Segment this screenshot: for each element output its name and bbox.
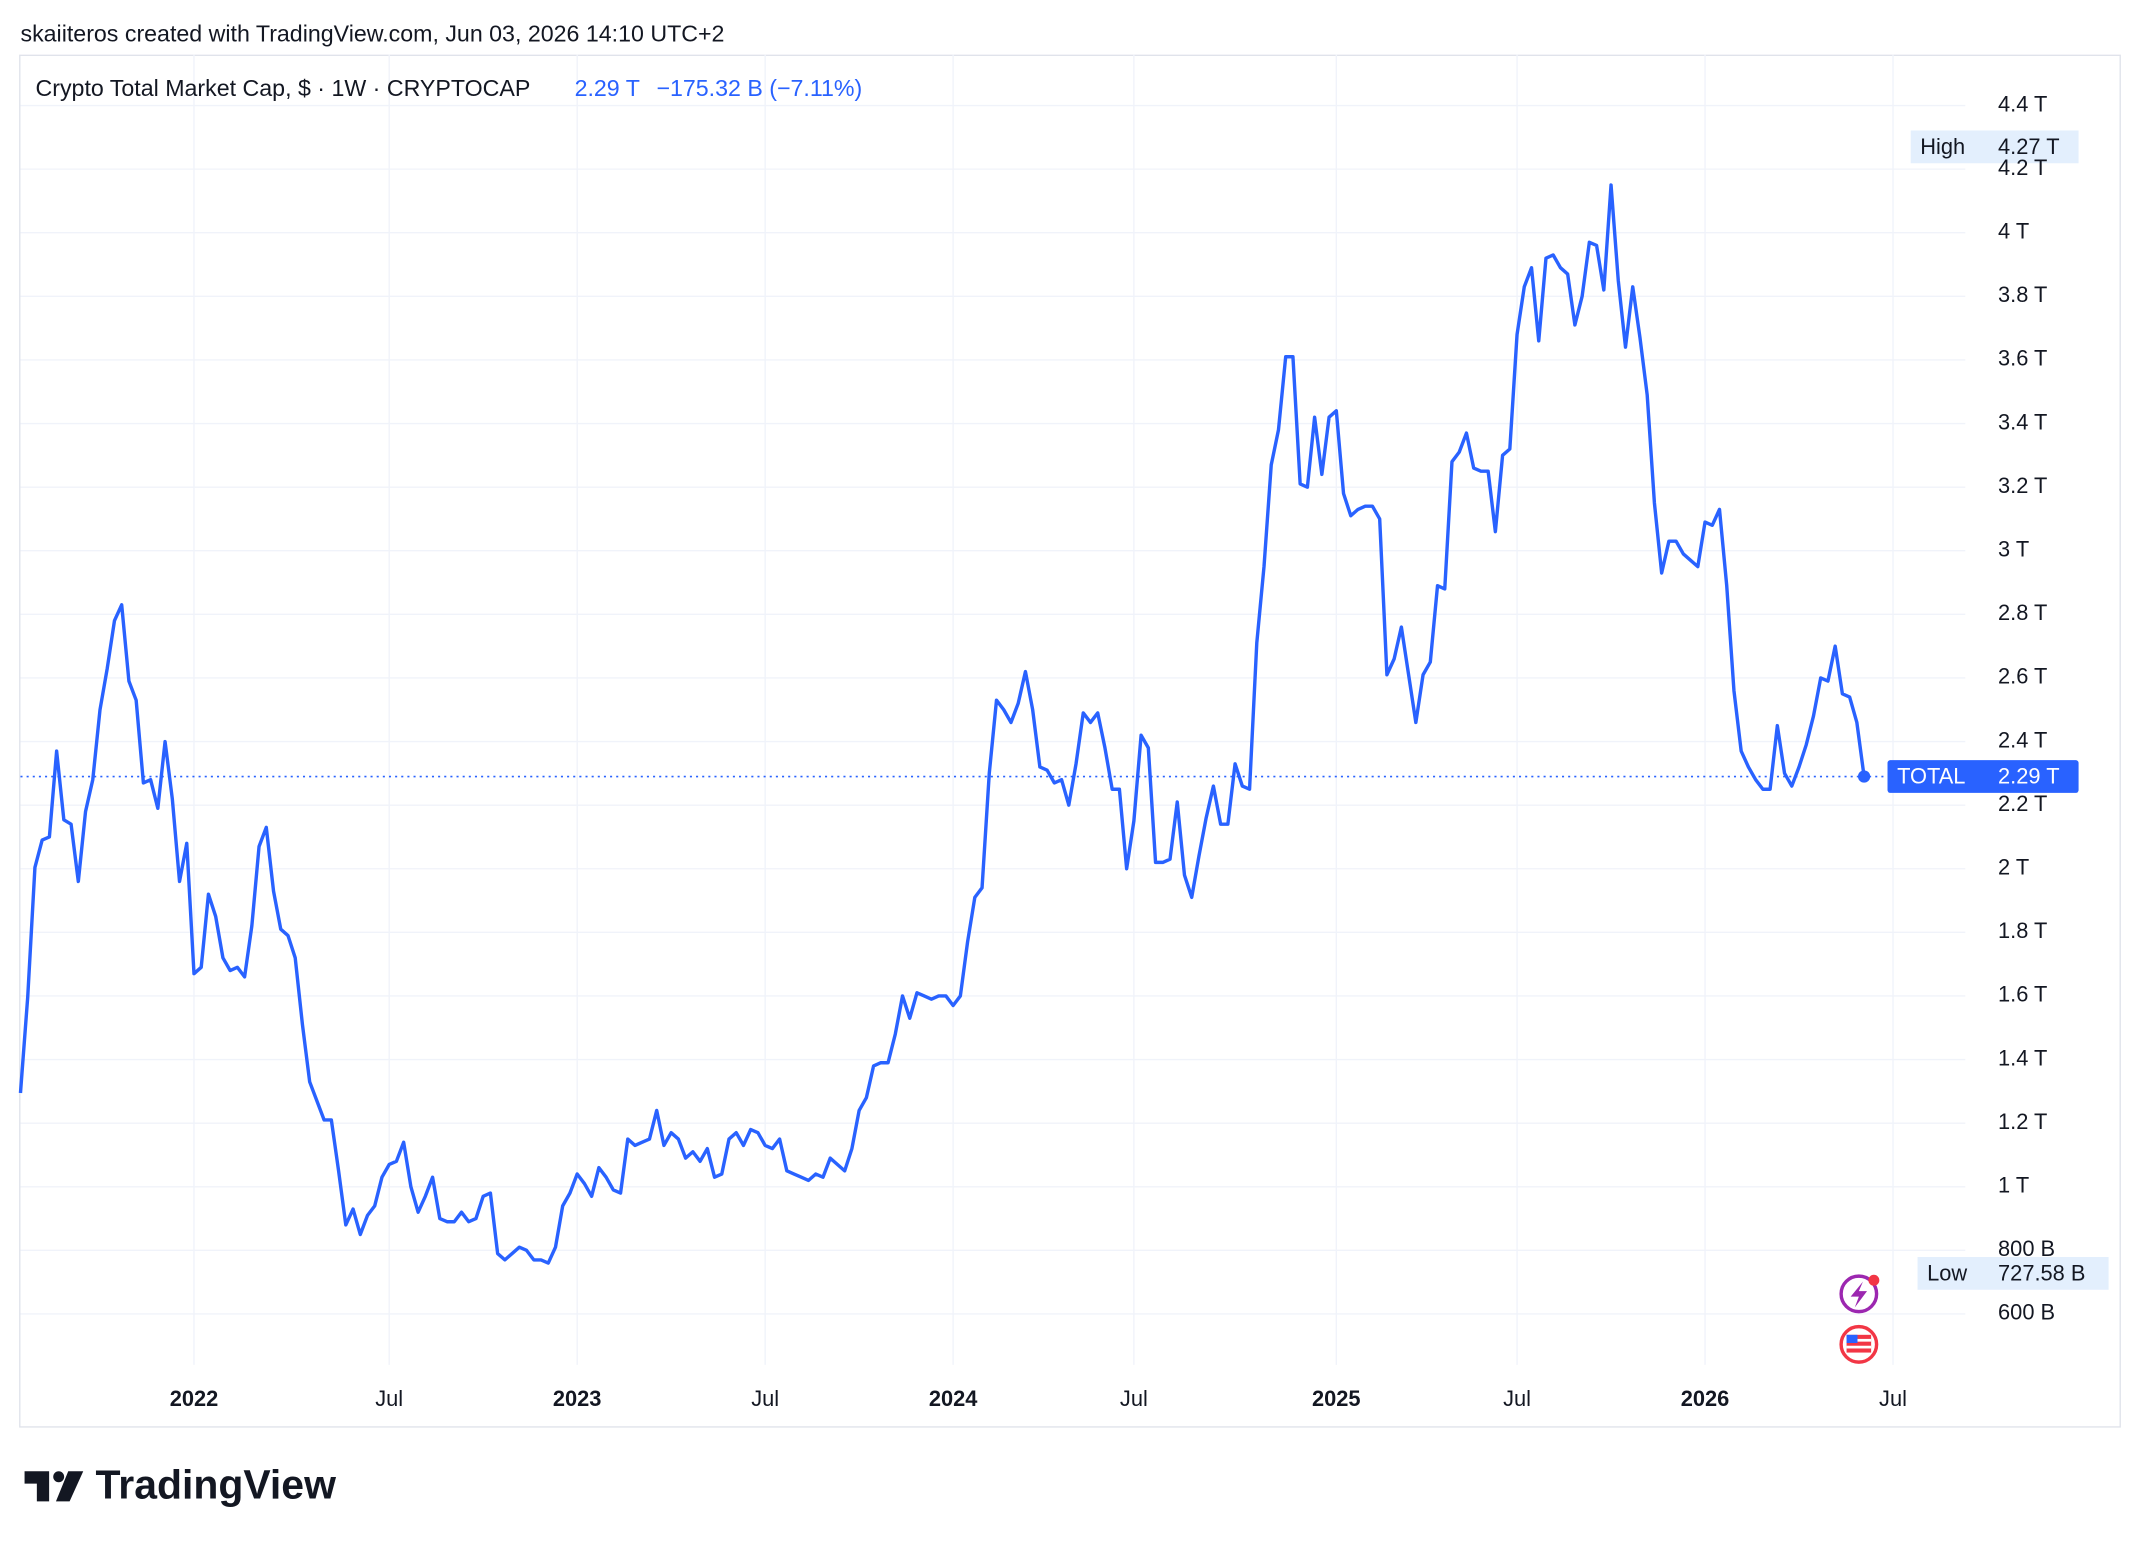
y-tick-label: 1.4 T bbox=[1998, 1045, 2047, 1070]
x-tick-label: Jul bbox=[375, 1386, 403, 1411]
high-name: High bbox=[1920, 134, 1965, 159]
low-tag bbox=[1917, 1257, 2109, 1290]
y-tick-label: 800 B bbox=[1998, 1236, 2055, 1261]
chart-frame bbox=[19, 54, 2121, 1428]
y-tick-label: 3.2 T bbox=[1998, 473, 2047, 498]
y-tick-label: 1.2 T bbox=[1998, 1109, 2047, 1134]
x-tick-label: Jul bbox=[1120, 1386, 1148, 1411]
y-tick-label: 2.6 T bbox=[1998, 664, 2047, 689]
x-tick-label: 2023 bbox=[553, 1386, 602, 1411]
x-tick-label: Jul bbox=[751, 1386, 779, 1411]
header: skaiiteros created with TradingView.com,… bbox=[20, 21, 724, 47]
y-tick-label: 4.2 T bbox=[1998, 155, 2047, 180]
y-tick-label: 2.8 T bbox=[1998, 600, 2047, 625]
high-tag bbox=[1910, 130, 2079, 164]
x-tick-label: 2025 bbox=[1312, 1386, 1361, 1411]
y-tick-label: 3.6 T bbox=[1998, 346, 2047, 371]
x-tick-label: Jul bbox=[1879, 1386, 1907, 1411]
y-tick-label: 2.4 T bbox=[1998, 727, 2047, 752]
icon-flag bbox=[1839, 1324, 1879, 1364]
x-tick-label: 2022 bbox=[170, 1386, 219, 1411]
grid bbox=[20, 54, 1966, 1365]
price-line bbox=[18, 183, 1866, 1265]
symbol-label: TOTAL bbox=[1897, 764, 1965, 789]
y-tick-label: 2 T bbox=[1998, 855, 2029, 880]
y-tick-label: 3.4 T bbox=[1998, 409, 2047, 434]
y-tick-label: 1 T bbox=[1998, 1173, 2029, 1198]
y-tick-label: 1.8 T bbox=[1998, 918, 2047, 943]
last-price-tag bbox=[1887, 760, 2079, 793]
low-value: 727.58 B bbox=[1998, 1261, 2085, 1286]
x-tick-label: 2024 bbox=[929, 1386, 978, 1411]
y-tick-label: 3.8 T bbox=[1998, 282, 2047, 307]
x-tick-label: 2026 bbox=[1681, 1386, 1730, 1411]
y-tick-label: 2.2 T bbox=[1998, 791, 2047, 816]
brand: TradingView bbox=[96, 1461, 337, 1507]
legend-change: −175.32 B (−7.11%) bbox=[656, 75, 862, 101]
labels: 600 B 800 B 1 T 1.2 T 1.4 T 1.6 T 1.8 T 2 T 2.2 … bbox=[170, 91, 2086, 1411]
y-tick-label: 4.4 T bbox=[1998, 91, 2047, 116]
legend-name: Crypto Total Market Cap, $ · 1W · CRYPTO… bbox=[35, 75, 530, 101]
y-tick-label: 4 T bbox=[1998, 218, 2029, 243]
y-tick-label: 600 B bbox=[1998, 1300, 2055, 1325]
marks bbox=[18, 130, 2109, 1290]
x-tick-label: Jul bbox=[1503, 1386, 1531, 1411]
legend-last: 2.29 T bbox=[575, 75, 640, 101]
brand-logo bbox=[24, 1471, 84, 1502]
y-tick-label: 1.6 T bbox=[1998, 982, 2047, 1007]
low-name: Low bbox=[1927, 1261, 1967, 1286]
last-price-label: 2.29 T bbox=[1998, 764, 2059, 789]
last-point bbox=[1857, 770, 1871, 783]
y-tick-label: 3 T bbox=[1998, 537, 2029, 562]
high-value: 4.27 T bbox=[1998, 134, 2059, 159]
icon-flash bbox=[1839, 1274, 1880, 1314]
